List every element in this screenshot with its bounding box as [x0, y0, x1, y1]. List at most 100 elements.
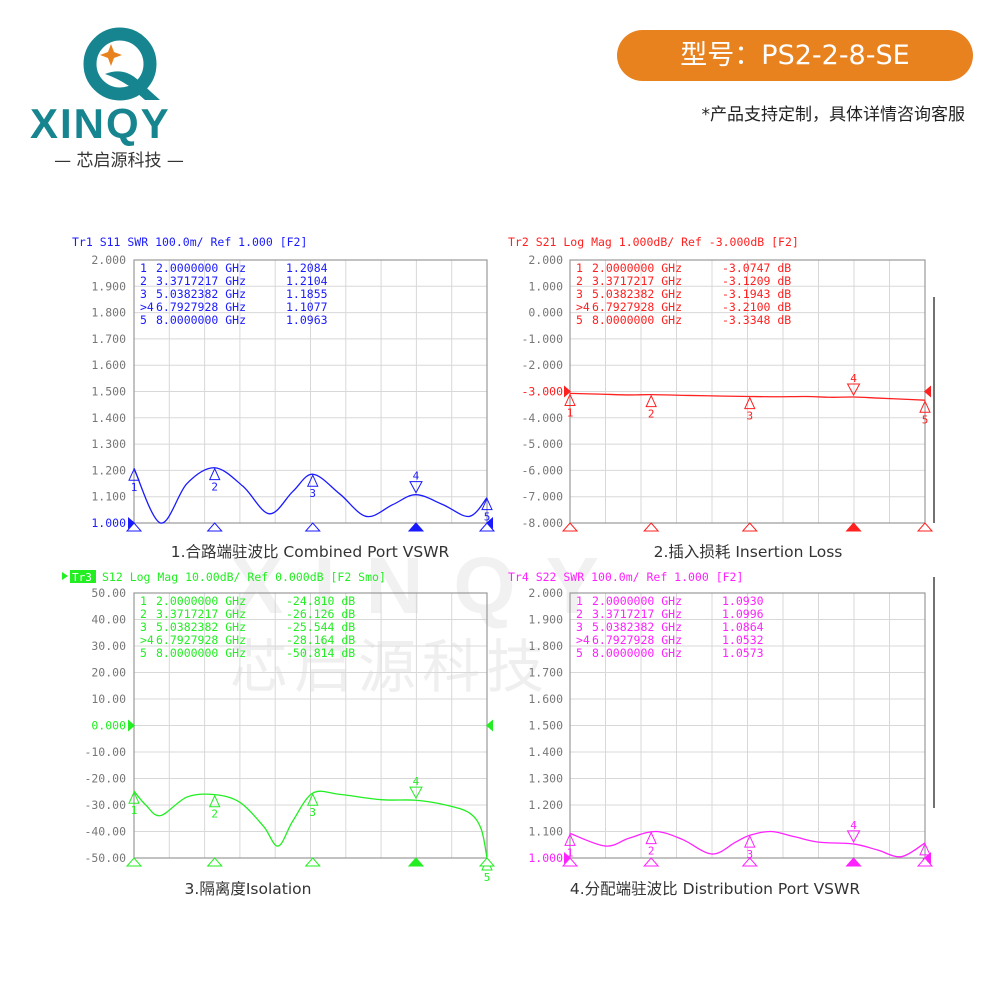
y-tick-label: 0.000: [91, 719, 126, 733]
marker-table-value: 1.0532: [722, 633, 764, 647]
y-tick-label: -3.000: [521, 385, 563, 399]
y-tick-label: 1.300: [528, 772, 563, 786]
marker-pointer-down-icon: [846, 830, 861, 843]
stimulus-marker-icon: [304, 522, 321, 532]
marker-table-value: -28.164 dB: [286, 633, 355, 647]
marker-number: 1: [567, 406, 574, 419]
y-tick-label: -6.000: [521, 463, 563, 477]
marker-table-freq: 5.0382382 GHz: [156, 287, 246, 301]
marker-table-value: 1.1855: [286, 287, 328, 301]
marker-table-freq: 5.0382382 GHz: [592, 620, 682, 634]
marker-table-id: >4: [140, 300, 154, 314]
trace-tag-bg: [70, 570, 96, 583]
marker-pointer-up-icon: [564, 833, 576, 846]
plot-frame: [133, 259, 488, 524]
marker-pointer-up-icon: [743, 834, 756, 848]
chart-header: Tr1 S11 SWR 100.0m/ Ref 1.000 [F2]: [72, 235, 307, 249]
marker-number: 5: [484, 871, 491, 884]
stimulus-marker-icon: [125, 857, 143, 867]
marker-number: 2: [211, 481, 218, 494]
marker-number: 2: [211, 808, 218, 821]
stimulus-marker-icon: [478, 522, 496, 532]
y-tick-label: -40.00: [84, 825, 126, 839]
marker-table-value: -24.810 dB: [286, 594, 355, 608]
trace-tag: Tr3: [72, 571, 92, 584]
logo-wordmark: XINQY: [30, 100, 171, 147]
y-tick-label: 2.000: [91, 253, 126, 267]
marker-table-id: >4: [140, 633, 154, 647]
logo-subtitle: — 芯启源科技 —: [54, 151, 184, 171]
marker-table-id: 2: [140, 274, 147, 288]
trace-line: [133, 790, 488, 859]
y-tick-label: 2.000: [528, 253, 563, 267]
y-tick-label: 1.000: [528, 279, 563, 293]
stimulus-marker-icon: [643, 522, 660, 532]
marker-pointer-up-icon: [645, 831, 657, 845]
marker-number: 1: [131, 481, 138, 494]
stimulus-marker-icon: [478, 857, 496, 867]
marker-pointer-up-icon: [208, 467, 221, 481]
marker-table-freq: 2.0000000 GHz: [592, 261, 682, 275]
marker-pointer-up-icon: [645, 394, 657, 408]
y-tick-label: -2.000: [521, 358, 563, 372]
trace-line: [569, 392, 926, 401]
marker-table-id: 3: [576, 287, 583, 301]
marker-table-freq: 6.7927928 GHz: [156, 633, 246, 647]
chart-caption: 1.合路端驻波比 Combined Port VSWR: [171, 543, 450, 561]
customization-note: *产品支持定制，具体详情咨询客服: [701, 105, 966, 125]
marker-table-freq: 6.7927928 GHz: [156, 300, 246, 314]
chart-caption: 4.分配端驻波比 Distribution Port VSWR: [570, 880, 860, 898]
marker-number: 2: [648, 408, 655, 421]
marker-pointer-up-icon: [481, 497, 493, 511]
chart-header: Tr4 S22 SWR 100.0m/ Ref 1.000 [F2]: [508, 570, 743, 584]
stimulus-marker-icon: [125, 522, 143, 532]
marker-table-value: -3.0747 dB: [722, 261, 791, 275]
reference-arrow-left-icon: [564, 852, 571, 864]
reference-arrow-left-icon: [128, 517, 135, 529]
reference-arrow-right-icon: [486, 517, 493, 529]
marker-table-freq: 3.3717217 GHz: [592, 607, 682, 621]
y-tick-label: 1.400: [528, 745, 563, 759]
marker-table-id: 1: [140, 594, 147, 608]
marker-pointer-down-icon: [409, 786, 423, 800]
y-tick-label: -1.000: [521, 332, 563, 346]
chart-header: S12 Log Mag 10.00dB/ Ref 0.000dB [F2 Smo…: [102, 570, 386, 584]
chart-4: Tr4 S22 SWR 100.0m/ Ref 1.000 [F2] 2.000 1…: [508, 570, 934, 898]
y-tick-label: 1.200: [528, 798, 563, 812]
stimulus-marker-icon: [206, 857, 223, 867]
marker-pointer-up-icon: [306, 474, 319, 487]
marker-number: 3: [746, 410, 753, 423]
marker-pointer-down-icon: [409, 481, 423, 494]
stimulus-marker-icon: [407, 522, 425, 532]
marker-table-value: 1.0963: [286, 313, 328, 327]
q-logo-icon: [83, 27, 160, 101]
reference-arrow-left-icon: [564, 385, 571, 398]
watermark-logo: XINQY: [230, 541, 629, 630]
y-tick-label: 10.00: [91, 692, 126, 706]
y-tick-label: 1.900: [528, 613, 563, 627]
marker-table-freq: 3.3717217 GHz: [156, 274, 246, 288]
marker-table-id: 3: [140, 620, 147, 634]
marker-table-freq: 3.3717217 GHz: [156, 607, 246, 621]
marker-table-freq: 6.7927928 GHz: [592, 300, 682, 314]
marker-pointer-down-icon: [846, 383, 861, 397]
marker-pointer-up-icon: [564, 393, 576, 406]
marker-table-freq: 2.0000000 GHz: [156, 594, 246, 608]
stimulus-marker-icon: [561, 857, 579, 867]
marker-table-value: -26.126 dB: [286, 607, 355, 621]
chart-2: Tr2 S21 Log Mag 1.000dB/ Ref -3.000dB [F…: [508, 235, 934, 561]
y-tick-label: 1.200: [91, 463, 126, 477]
y-tick-label: -30.00: [84, 798, 126, 812]
y-tick-label: 1.800: [91, 306, 126, 320]
stimulus-marker-icon: [916, 857, 934, 867]
marker-table-id: >4: [576, 633, 590, 647]
marker-pointer-up-icon: [208, 794, 221, 808]
marker-table-value: 1.2084: [286, 261, 328, 275]
y-tick-label: 0.000: [528, 306, 563, 320]
marker-table-value: -3.3348 dB: [722, 313, 791, 327]
marker-table-freq: 8.0000000 GHz: [592, 646, 682, 660]
y-tick-label: -20.00: [84, 772, 126, 786]
stimulus-marker-icon: [304, 857, 321, 867]
marker-pointer-up-icon: [919, 400, 931, 413]
